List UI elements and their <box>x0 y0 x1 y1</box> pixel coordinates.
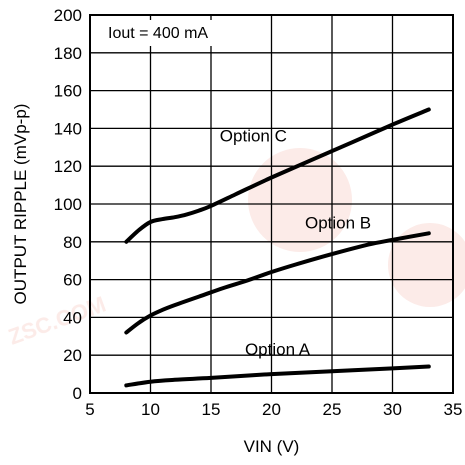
x-tick-label: 30 <box>383 400 402 419</box>
y-tick-label: 200 <box>54 6 82 25</box>
y-tick-label: 40 <box>63 308 82 327</box>
y-tick-label: 60 <box>63 271 82 290</box>
y-tick-label: 120 <box>54 157 82 176</box>
y-tick-label: 100 <box>54 195 82 214</box>
y-tick-label: 140 <box>54 119 82 138</box>
x-tick-label: 20 <box>262 400 281 419</box>
y-tick-label: 20 <box>63 346 82 365</box>
series-label-option-c: Option C <box>220 127 287 146</box>
x-tick-label: 5 <box>85 400 94 419</box>
series-lines <box>124 107 431 388</box>
series-labels: Option C Option B Option A <box>220 127 371 360</box>
x-tick-label: 10 <box>141 400 160 419</box>
annotation-background <box>100 20 245 46</box>
grid <box>90 15 453 393</box>
series-line-option-b <box>124 231 431 335</box>
series-line-option-c <box>124 107 431 244</box>
x-axis-label: VIN (V) <box>244 437 300 456</box>
series-label-option-b: Option B <box>305 214 371 233</box>
series-label-option-a: Option A <box>245 340 311 359</box>
x-tick-label: 15 <box>202 400 221 419</box>
y-axis-label: OUTPUT RIPPLE (mVp-p) <box>11 104 30 305</box>
plot-frame <box>89 14 454 394</box>
x-tick-label: 25 <box>323 400 342 419</box>
y-tick-label: 0 <box>73 384 82 403</box>
axis-ticks: 5 10 15 20 25 30 35 0 20 40 60 80 100 120 140 160 180 200 <box>54 6 463 419</box>
annotation-text: Iout = 400 mA <box>108 25 208 42</box>
series-line-option-a <box>124 364 431 388</box>
y-tick-label: 180 <box>54 44 82 63</box>
x-tick-label: 35 <box>444 400 463 419</box>
y-tick-label: 160 <box>54 82 82 101</box>
y-tick-label: 80 <box>63 233 82 252</box>
